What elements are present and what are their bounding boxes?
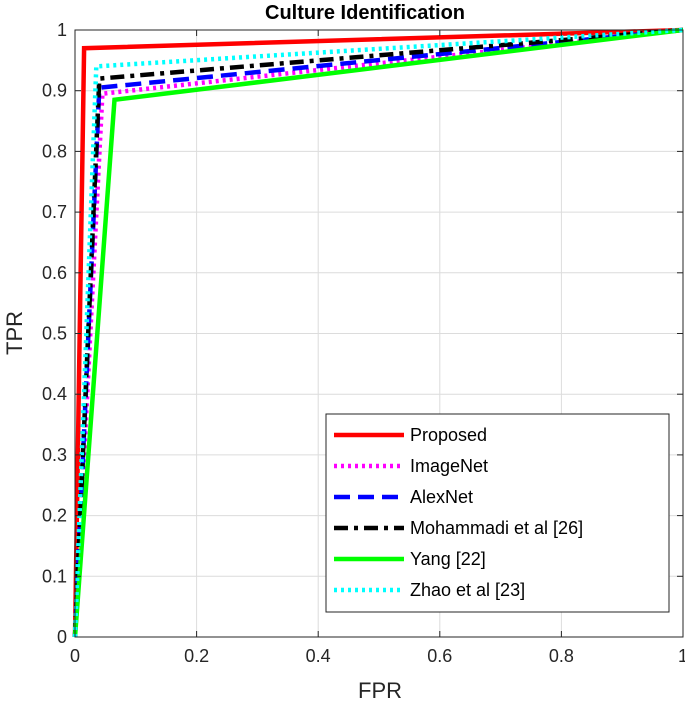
y-axis-title: TPR: [2, 311, 27, 355]
y-tick-label: 0.9: [42, 81, 67, 101]
series-line-5: [72, 27, 684, 638]
series-line-4: [72, 27, 684, 638]
y-tick-label: 0.2: [42, 506, 67, 526]
chart-title: Culture Identification: [265, 2, 465, 24]
legend-label-3: Mohammadi et al [26]: [410, 518, 583, 538]
y-tick-label: 0.6: [42, 263, 67, 283]
legend-label-5: Zhao et al [23]: [410, 580, 525, 600]
y-tick-label: 0.3: [42, 445, 67, 465]
x-axis-title: FPR: [358, 678, 402, 703]
y-tick-label: 0.8: [42, 141, 67, 161]
x-tick-label: 0.2: [184, 646, 209, 666]
y-tick-label: 0.5: [42, 324, 67, 344]
legend-label-1: ImageNet: [410, 456, 488, 476]
x-tick-label: 0: [70, 646, 80, 666]
legend-label-2: AlexNet: [410, 487, 473, 507]
legend: Proposed ImageNet AlexNet Mohammadi et al […: [325, 413, 670, 613]
x-tick-label: 0.8: [549, 646, 574, 666]
legend-label-4: Yang [22]: [410, 549, 486, 569]
x-tick-label: 0.4: [306, 646, 331, 666]
series-line-3: [72, 27, 684, 638]
y-tick-label: 0.1: [42, 566, 67, 586]
y-tick-label: 0.7: [42, 202, 67, 222]
series-line-0: [72, 27, 684, 638]
series-lines: [72, 27, 684, 638]
legend-label-0: Proposed: [410, 425, 487, 445]
legend-box: [325, 413, 670, 613]
y-tick-label: 0: [57, 627, 67, 647]
x-tick-label: 0.6: [427, 646, 452, 666]
axis-ticks: 0 0.2 0.4 0.6 0.8 1 0 0.1 0.2 0.3 0.4 0.5 0.6 0.7 0.8 0…: [42, 20, 685, 666]
y-tick-label: 0.4: [42, 384, 67, 404]
x-tick-label: 1: [678, 646, 685, 666]
y-tick-label: 1: [57, 20, 67, 40]
